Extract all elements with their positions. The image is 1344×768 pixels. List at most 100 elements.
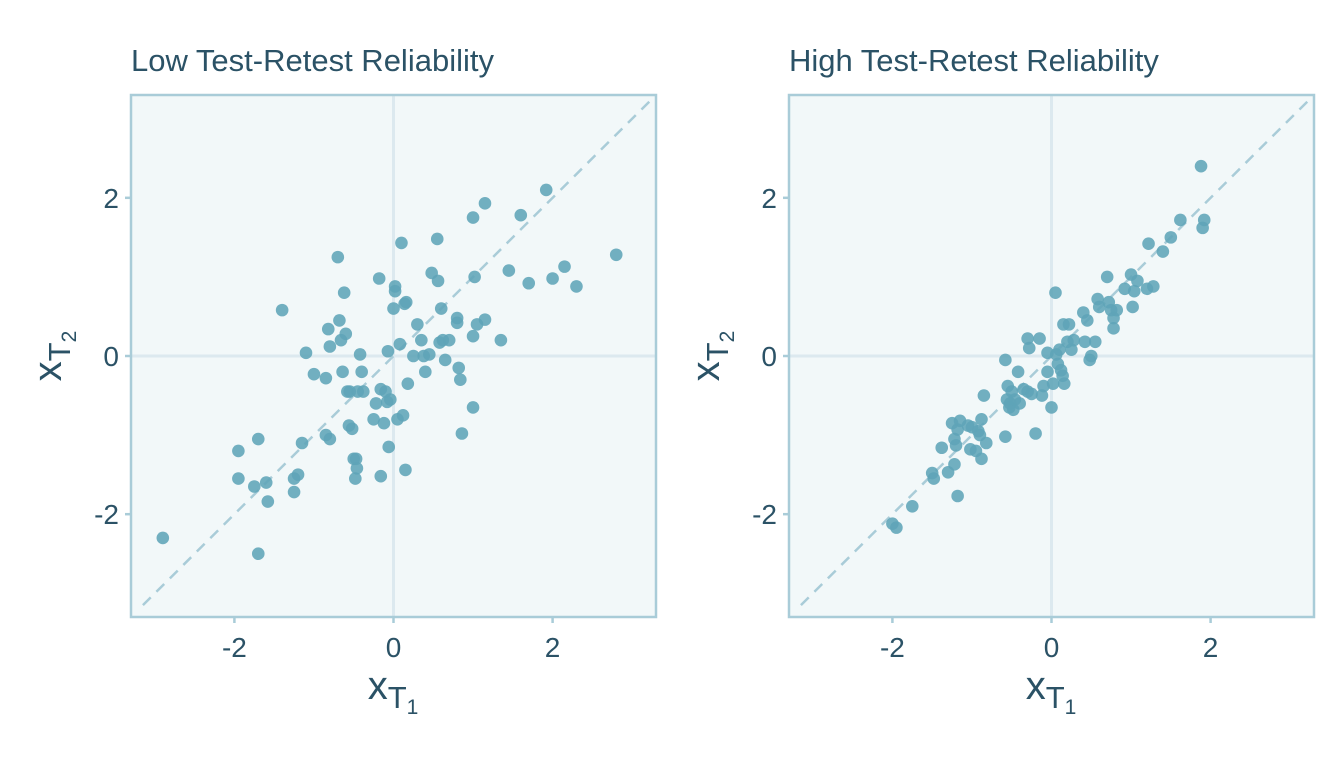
- scatter-point: [1092, 300, 1106, 314]
- scatter-point: [337, 286, 351, 300]
- scatter-point: [399, 463, 412, 477]
- scatter-point: [323, 432, 337, 446]
- scatter-point: [356, 385, 370, 398]
- scatter-point: [454, 373, 467, 387]
- scatter-point: [384, 393, 397, 406]
- scatter-point: [251, 547, 265, 561]
- scatter-point: [522, 276, 536, 290]
- scatter-point: [422, 348, 436, 361]
- scatter-point: [381, 344, 395, 358]
- scatter-point: [261, 495, 275, 508]
- scatter-point: [466, 401, 480, 414]
- scatter-point: [367, 412, 380, 426]
- scatter-point: [353, 348, 367, 361]
- scatter-point: [1147, 280, 1160, 293]
- scatter-point: [1164, 231, 1178, 244]
- scatter-point: [287, 472, 301, 485]
- svg-text:xT2: xT2: [26, 331, 81, 382]
- scatter-point: [1194, 159, 1208, 173]
- scatter-point: [232, 472, 245, 485]
- scatter-point: [1084, 349, 1098, 363]
- scatter-point: [1065, 343, 1078, 356]
- scatter-point: [1127, 284, 1141, 298]
- scatter-point: [1013, 397, 1026, 410]
- scatter-point: [1021, 332, 1034, 345]
- scatter-point: [999, 353, 1012, 367]
- scatter-point: [609, 248, 623, 262]
- y-axis-label-subsub: 2: [716, 331, 739, 343]
- scatter-point: [251, 432, 265, 446]
- scatter-point: [1049, 286, 1062, 300]
- scatter-point: [450, 316, 464, 330]
- scatter-point: [890, 521, 903, 534]
- x-axis-label: xT1: [368, 664, 419, 719]
- scatter-point: [374, 469, 388, 483]
- scatter-points: [886, 159, 1211, 534]
- scatter-point: [905, 499, 919, 513]
- scatter-point: [1046, 377, 1060, 390]
- scatter-point: [247, 480, 261, 493]
- scatter-point: [1057, 377, 1071, 390]
- scatter-point: [478, 313, 492, 326]
- scatter-point: [514, 208, 528, 222]
- x-axis-label-sub: T: [1046, 680, 1065, 715]
- scatter-point: [1025, 387, 1038, 401]
- scatter-point: [349, 452, 363, 466]
- x-axis-label-sub: T: [388, 680, 407, 715]
- scatter-point: [1100, 270, 1114, 284]
- scatter-point: [478, 197, 492, 210]
- y-tick-label: 0: [761, 341, 777, 372]
- scatter-point: [1142, 237, 1155, 250]
- scatter-points: [156, 183, 623, 561]
- scatter-point: [1022, 341, 1036, 355]
- scatter-point: [1037, 379, 1050, 393]
- scatter-point: [275, 303, 289, 317]
- scatter-point: [355, 365, 368, 379]
- scatter-point: [232, 444, 245, 458]
- scatter-point: [395, 236, 408, 250]
- scatter-point: [502, 264, 516, 277]
- x-axis-label-base: x: [368, 664, 388, 708]
- scatter-point: [1080, 314, 1094, 327]
- x-tick-label: -2: [222, 632, 247, 663]
- scatter-point: [539, 183, 553, 197]
- scatter-point: [331, 250, 345, 264]
- scatter-point: [387, 302, 400, 315]
- y-tick-label: -2: [752, 499, 777, 530]
- scatter-point: [333, 314, 346, 327]
- scatter-point: [948, 458, 961, 471]
- scatter-point: [299, 346, 313, 360]
- y-axis-label: xT2: [684, 331, 739, 382]
- scatter-point: [466, 211, 480, 224]
- scatter-point: [295, 436, 309, 450]
- scatter-point: [1110, 303, 1124, 317]
- panel-title: High Test-Retest Reliability: [789, 43, 1159, 78]
- scatter-point: [975, 412, 988, 426]
- scatter-point: [1156, 245, 1170, 258]
- scatter-point: [259, 476, 273, 489]
- scatter-point: [1035, 389, 1049, 402]
- scatter-point: [339, 327, 353, 341]
- x-axis-label-base: x: [1026, 664, 1046, 708]
- x-axis-label: xT1: [1026, 664, 1077, 719]
- scatter-point: [287, 485, 301, 499]
- scatter-point: [1053, 343, 1066, 356]
- y-axis-label-subsub: 2: [58, 331, 81, 343]
- scatter-point: [345, 422, 359, 436]
- y-axis-label-sub: T: [42, 342, 77, 361]
- scatter-point: [350, 462, 364, 475]
- scatter-point: [951, 489, 964, 503]
- scatter-point: [1174, 213, 1187, 227]
- scatter-point: [935, 441, 949, 455]
- scatter-point: [1045, 401, 1058, 414]
- x-tick-label: -2: [880, 632, 905, 663]
- scatter-point: [382, 440, 396, 454]
- scatter-point: [321, 322, 335, 336]
- scatter-point: [999, 430, 1012, 443]
- scatter-point: [452, 361, 466, 375]
- scatter-point: [434, 302, 448, 315]
- scatter-point: [1107, 322, 1120, 335]
- scatter-point: [558, 260, 571, 273]
